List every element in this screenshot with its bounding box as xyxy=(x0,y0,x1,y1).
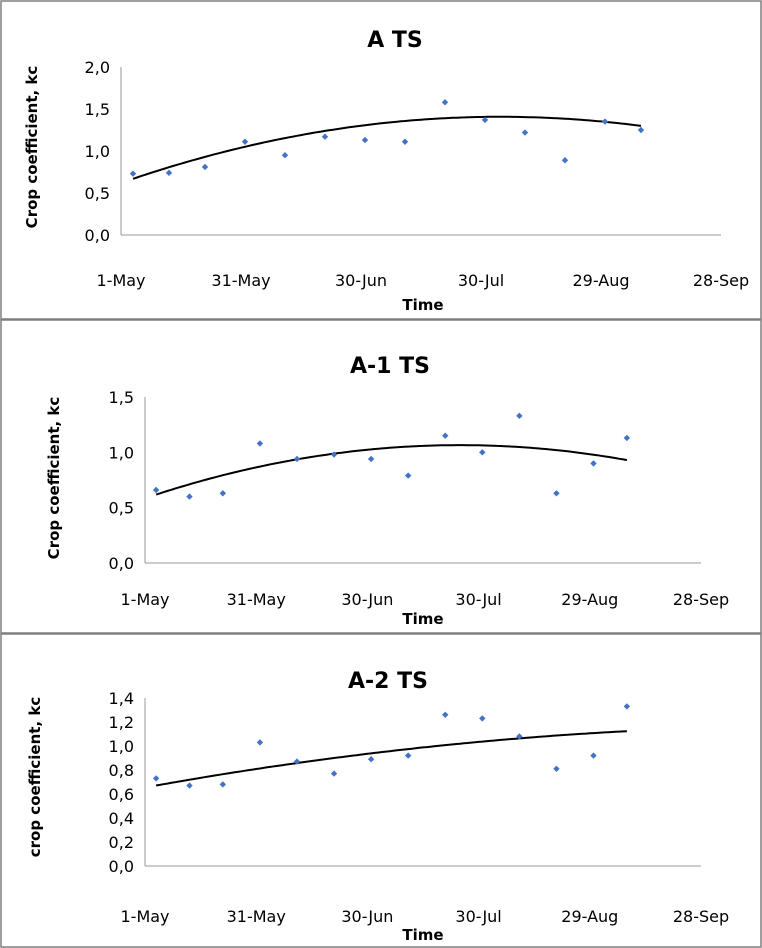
data-point xyxy=(152,775,160,782)
x-tick-label: 31-May xyxy=(227,907,286,926)
x-tick-label: 30-Jul xyxy=(455,590,501,609)
chart-panel-a-ts: A TS Crop coefficient, kc Time 0,0 0,5 1,0… xyxy=(23,28,749,314)
trend-line xyxy=(155,444,628,496)
data-point xyxy=(152,486,160,494)
x-tick-label: 28-Sep xyxy=(693,271,749,290)
chart-title: A TS xyxy=(367,28,423,53)
y-tick-label: 0,0 xyxy=(109,554,134,573)
data-point xyxy=(241,138,249,145)
data-point xyxy=(186,493,193,500)
data-point xyxy=(561,157,569,164)
data-point xyxy=(256,739,264,746)
data-point xyxy=(553,490,560,497)
data-point xyxy=(367,455,375,463)
x-tick-label: 31-May xyxy=(227,590,286,609)
y-axis-label: Crop coefficient, kc xyxy=(23,66,41,229)
x-tick-label: 30-Jul xyxy=(458,271,504,290)
data-point xyxy=(293,758,301,765)
x-tick-label: 1-May xyxy=(96,271,145,290)
data-point xyxy=(401,138,409,145)
y-tick-label: 0,2 xyxy=(109,833,134,852)
data-point xyxy=(256,440,264,447)
data-point xyxy=(590,460,597,467)
data-point xyxy=(293,455,301,463)
y-tick-label: 1,0 xyxy=(85,142,110,161)
x-tick-label: 30-Jun xyxy=(341,590,393,609)
y-tick-label: 0,8 xyxy=(109,761,134,780)
data-point xyxy=(281,152,289,159)
panel-2-frame xyxy=(0,319,762,634)
data-point xyxy=(165,169,173,177)
trend-line xyxy=(132,115,642,180)
x-tick-label: 29-Aug xyxy=(561,590,618,609)
data-point xyxy=(442,432,449,439)
y-tick-label: 1,0 xyxy=(109,443,134,462)
data-point xyxy=(219,781,227,788)
data-point xyxy=(201,163,209,171)
x-tick-label: 30-Jun xyxy=(341,907,393,926)
data-point xyxy=(516,733,523,740)
data-point xyxy=(521,129,529,136)
x-axis-label: Time xyxy=(402,296,443,314)
x-tick-label: 30-Jul xyxy=(455,907,501,926)
chart-title: A-2 TS xyxy=(348,669,428,694)
data-point xyxy=(479,449,486,456)
y-tick-label: 1,5 xyxy=(85,100,110,119)
data-point xyxy=(623,434,631,442)
panel-1-frame xyxy=(0,0,762,320)
panel-3-frame xyxy=(0,633,762,948)
y-tick-label: 0,0 xyxy=(85,226,110,245)
data-point xyxy=(516,412,523,420)
x-tick-label: 1-May xyxy=(120,590,169,609)
y-tick-label: 2,0 xyxy=(85,58,110,77)
x-tick-label: 29-Aug xyxy=(572,271,629,290)
data-point xyxy=(186,782,193,789)
x-tick-label: 28-Sep xyxy=(673,907,729,926)
data-point xyxy=(442,711,449,718)
data-point xyxy=(441,99,449,106)
data-point xyxy=(481,116,489,124)
x-tick-label: 29-Aug xyxy=(561,907,618,926)
data-point xyxy=(404,472,412,479)
trend-line xyxy=(155,730,627,787)
data-point xyxy=(553,765,560,772)
data-point xyxy=(219,490,227,497)
data-point xyxy=(601,118,609,125)
y-tick-label: 1,4 xyxy=(109,689,134,708)
data-point xyxy=(361,136,369,144)
data-point xyxy=(367,756,375,763)
data-point xyxy=(479,715,486,722)
data-point xyxy=(321,133,329,140)
data-point xyxy=(129,170,137,177)
data-point xyxy=(590,752,597,759)
x-axis-label: Time xyxy=(402,610,443,628)
x-axis-label: Time xyxy=(402,926,443,944)
chart-panel-a2-ts: A-2 TS crop coefficient, kc Time 0,0 0,2 0… xyxy=(26,669,729,944)
y-axis-label: crop coefficient, kc xyxy=(26,697,44,858)
x-tick-label: 31-May xyxy=(211,271,270,290)
data-point xyxy=(330,451,338,458)
x-tick-label: 1-May xyxy=(120,907,169,926)
x-tick-label: 30-Jun xyxy=(335,271,387,290)
y-tick-label: 0,5 xyxy=(85,184,110,203)
x-tick-label: 28-Sep xyxy=(673,590,729,609)
y-tick-label: 0,4 xyxy=(109,809,134,828)
data-point xyxy=(637,126,645,134)
y-tick-label: 1,5 xyxy=(109,388,134,407)
data-point xyxy=(623,703,631,710)
y-tick-label: 1,2 xyxy=(109,713,134,732)
data-point xyxy=(404,752,412,759)
y-tick-label: 0,6 xyxy=(109,785,134,804)
data-point xyxy=(330,770,338,777)
y-axis-label: Crop coefficient, kc xyxy=(45,397,63,560)
chart-title: A-1 TS xyxy=(350,354,430,379)
chart-panel-a1-ts: A-1 TS Crop coefficient, kc Time 0,0 0,5 1… xyxy=(45,354,729,628)
y-tick-label: 1,0 xyxy=(109,737,134,756)
y-tick-label: 0,0 xyxy=(109,857,134,876)
y-tick-label: 0,5 xyxy=(109,499,134,518)
